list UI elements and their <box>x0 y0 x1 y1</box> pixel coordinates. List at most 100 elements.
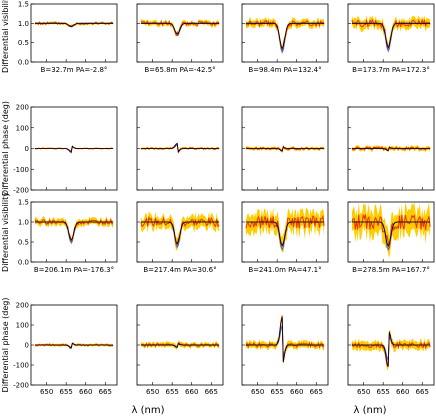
x-tick-label: 665 <box>416 388 429 396</box>
plot-area <box>34 342 114 350</box>
x-tick-label: 655 <box>270 388 283 396</box>
error-band <box>140 340 220 350</box>
series-model <box>140 342 220 348</box>
plot-area <box>245 17 325 55</box>
plot-area <box>34 21 114 28</box>
y-tick-label: 100 <box>16 322 29 330</box>
error-band <box>245 145 325 153</box>
plot-area <box>34 145 114 154</box>
x-tick-label: 655 <box>376 388 389 396</box>
baseline-label: B=65.8m PA=-42.5° <box>144 66 215 74</box>
x-tick-label: 660 <box>185 388 198 396</box>
y-axis-label: Differential phase (deg) <box>1 101 10 196</box>
x-tick-label: 665 <box>205 388 218 396</box>
series-model <box>34 342 114 349</box>
x-tick-label: 660 <box>396 388 409 396</box>
error-band <box>34 145 114 154</box>
subplot <box>347 106 435 191</box>
x-tick-label: 660 <box>79 388 92 396</box>
subplot: B=217.4m PA=30.6° <box>136 201 224 274</box>
series-model <box>245 221 325 247</box>
axes-frame <box>30 201 118 263</box>
y-tick-label: 100 <box>16 124 29 132</box>
series-data <box>140 342 220 348</box>
series-model <box>351 221 431 247</box>
series-model <box>140 142 220 153</box>
baseline-label: B=278.5m PA=167.7° <box>352 266 430 274</box>
axes-frame <box>347 3 435 63</box>
subplot: B=98.4m PA=132.4° <box>241 3 329 74</box>
axes-frame <box>241 201 329 263</box>
y-tick-label: -200 <box>13 187 29 195</box>
series-model <box>245 22 325 50</box>
x-tick-label: 665 <box>310 388 323 396</box>
y-axis-label: Differential phase (deg) <box>1 298 10 393</box>
subplot <box>241 106 329 191</box>
y-tick-label: 200 <box>16 302 29 310</box>
x-tick-label: 665 <box>99 388 112 396</box>
y-tick-label: -200 <box>13 382 29 390</box>
y-tick-label: 0.5 <box>18 239 29 247</box>
series-model <box>351 331 431 368</box>
series-model <box>351 146 431 152</box>
series-model <box>34 22 114 27</box>
baseline-label: B=98.4m PA=132.4° <box>248 66 321 74</box>
y-tick-label: 0 <box>25 145 29 153</box>
y-tick-label: 1.5 <box>18 199 29 207</box>
series-data <box>351 214 431 249</box>
x-tick-label: 650 <box>251 388 264 396</box>
plot-area <box>351 329 431 371</box>
x-tick-label: 650 <box>40 388 53 396</box>
baseline-label: B=32.7m PA=-2.8° <box>41 66 108 74</box>
error-band <box>245 313 325 366</box>
plot-area <box>351 202 431 258</box>
subplot: B=241.0m PA=47.1° <box>241 201 329 274</box>
plot-area <box>34 215 114 245</box>
subplot: B=278.5m PA=167.7° <box>347 201 435 274</box>
subplot: B=65.8m PA=-42.5° <box>136 3 224 74</box>
x-tick-label: 655 <box>165 388 178 396</box>
series-data <box>245 315 325 363</box>
series-model <box>351 22 431 49</box>
plot-area <box>140 142 220 154</box>
baseline-label: B=217.4m PA=30.6° <box>143 266 216 274</box>
plot-area <box>140 340 220 350</box>
y-axis-label: Differential visibility <box>1 192 10 272</box>
panel-grid: Differential visibility 0.0 0.5 1.0 1.5 B=32.… <box>1 0 435 396</box>
subplot: B=173.7m PA=172.3° <box>347 3 435 74</box>
y-tick-label: 1.5 <box>18 1 29 9</box>
series-model <box>140 22 220 35</box>
series-model <box>34 221 114 241</box>
y-tick-label: 200 <box>16 104 29 112</box>
y-tick-label: 0 <box>25 342 29 350</box>
x-tick-label: 655 <box>59 388 72 396</box>
error-band <box>140 210 220 251</box>
y-tick-label: 1.0 <box>18 20 29 28</box>
baseline-label: B=206.1m PA=-176.3° <box>34 266 114 274</box>
y-tick-label: 0.0 <box>18 259 29 267</box>
subplot: 650 655 660 665 <box>241 304 329 396</box>
series-model <box>245 146 325 152</box>
plot-area <box>140 18 220 37</box>
axes-frame <box>136 3 224 63</box>
x-tick-label: 650 <box>146 388 159 396</box>
x-tick-label: 660 <box>290 388 303 396</box>
baseline-label: B=173.7m PA=172.3° <box>352 66 430 74</box>
y-tick-label: 0.5 <box>18 39 29 47</box>
error-band <box>34 342 114 350</box>
x-axis-label: λ (nm) <box>132 405 165 416</box>
series-model <box>245 316 325 363</box>
axes-frame <box>136 201 224 263</box>
plot-area <box>351 15 431 54</box>
subplot: -200 -100 0 100 200 <box>13 104 118 195</box>
x-tick-label: 650 <box>357 388 370 396</box>
subplot: -200 -100 0 100 200 650 655 660 665 <box>13 302 118 396</box>
y-tick-label: -100 <box>13 166 29 174</box>
y-tick-label: 0.0 <box>18 59 29 67</box>
y-tick-label: -100 <box>13 362 29 370</box>
axes-frame <box>241 3 329 63</box>
series-model <box>34 145 114 153</box>
y-axis-label: Differential visibility <box>1 0 10 73</box>
subplot: 650 655 660 665 <box>136 304 224 396</box>
subplot: 0.0 0.5 1.0 1.5 B=206.1m PA=-176.3° <box>18 199 118 274</box>
